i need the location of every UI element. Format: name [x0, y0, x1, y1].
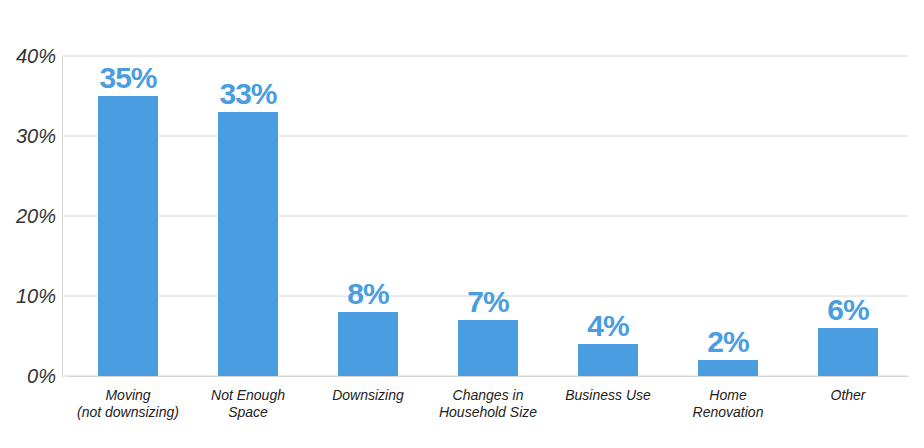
x-tick-label: Other — [830, 387, 866, 403]
bar — [578, 344, 638, 376]
x-tick: Downsizing — [332, 376, 404, 403]
y-tick-label: 30% — [16, 125, 56, 147]
bar — [458, 320, 518, 376]
x-tick-label-line: Not Enough — [211, 387, 285, 403]
x-tick-label: Not EnoughSpace — [211, 387, 285, 420]
x-tick-label-line: Renovation — [693, 404, 764, 420]
x-tick-label-line: Business Use — [565, 387, 651, 403]
bars — [98, 96, 878, 376]
x-tick-label: Business Use — [565, 387, 651, 403]
chart: 0% 10% 20% 30% 40% Moving(not downsizing) Not … — [0, 0, 924, 448]
x-tick-label-line: Changes in — [453, 387, 524, 403]
y-tick: 0% — [27, 365, 62, 387]
y-axis-line — [62, 57, 63, 377]
grid-line — [62, 216, 908, 217]
y-tick-label: 20% — [15, 205, 56, 227]
y-tick: 20% — [15, 205, 62, 227]
bar — [338, 312, 398, 376]
data-label: 8% — [347, 277, 389, 310]
y-tick: 40% — [16, 45, 62, 67]
grid-line — [62, 56, 908, 57]
bar — [818, 328, 878, 376]
data-label: 33% — [219, 77, 276, 110]
x-tick-label: Moving(not downsizing) — [77, 387, 179, 420]
x-tick-label-line: Home — [709, 387, 747, 403]
data-label: 7% — [467, 285, 509, 318]
x-axis: Moving(not downsizing) Not EnoughSpace Dow… — [69, 376, 909, 420]
x-tick: Business Use — [565, 376, 651, 403]
x-tick-label-line: Moving — [105, 387, 150, 403]
x-tick-label: HomeRenovation — [693, 387, 764, 420]
bar — [98, 96, 158, 376]
data-label: 6% — [827, 293, 869, 326]
x-tick-label: Changes inHousehold Size — [439, 387, 537, 420]
bar — [698, 360, 758, 376]
x-tick-label-line: (not downsizing) — [77, 404, 179, 420]
x-axis-line — [69, 376, 909, 377]
y-tick: 30% — [16, 125, 62, 147]
data-label: 4% — [587, 309, 629, 342]
grid — [62, 56, 908, 376]
x-tick-label: Downsizing — [332, 387, 404, 403]
x-tick: HomeRenovation — [693, 376, 764, 420]
y-axis: 0% 10% 20% 30% 40% — [15, 45, 63, 387]
x-tick: Moving(not downsizing) — [77, 376, 179, 420]
x-tick: Changes inHousehold Size — [439, 376, 537, 420]
y-tick-label: 10% — [16, 285, 56, 307]
x-tick: Other — [830, 376, 866, 403]
y-tick: 10% — [16, 285, 62, 307]
y-tick-label: 40% — [16, 45, 56, 67]
data-label: 2% — [707, 325, 749, 358]
y-tick-label: 0% — [27, 365, 56, 387]
x-tick-label-line: Space — [228, 404, 268, 420]
data-labels: 35% 33% 8% 7% 4% 2% 6% — [99, 61, 869, 358]
grid-line — [62, 136, 908, 137]
x-tick-label-line: Other — [830, 387, 866, 403]
bar — [218, 112, 278, 376]
x-tick-label-line: Household Size — [439, 404, 537, 420]
data-label: 35% — [99, 61, 156, 94]
x-tick: Not EnoughSpace — [211, 376, 285, 420]
x-tick-label-line: Downsizing — [332, 387, 404, 403]
